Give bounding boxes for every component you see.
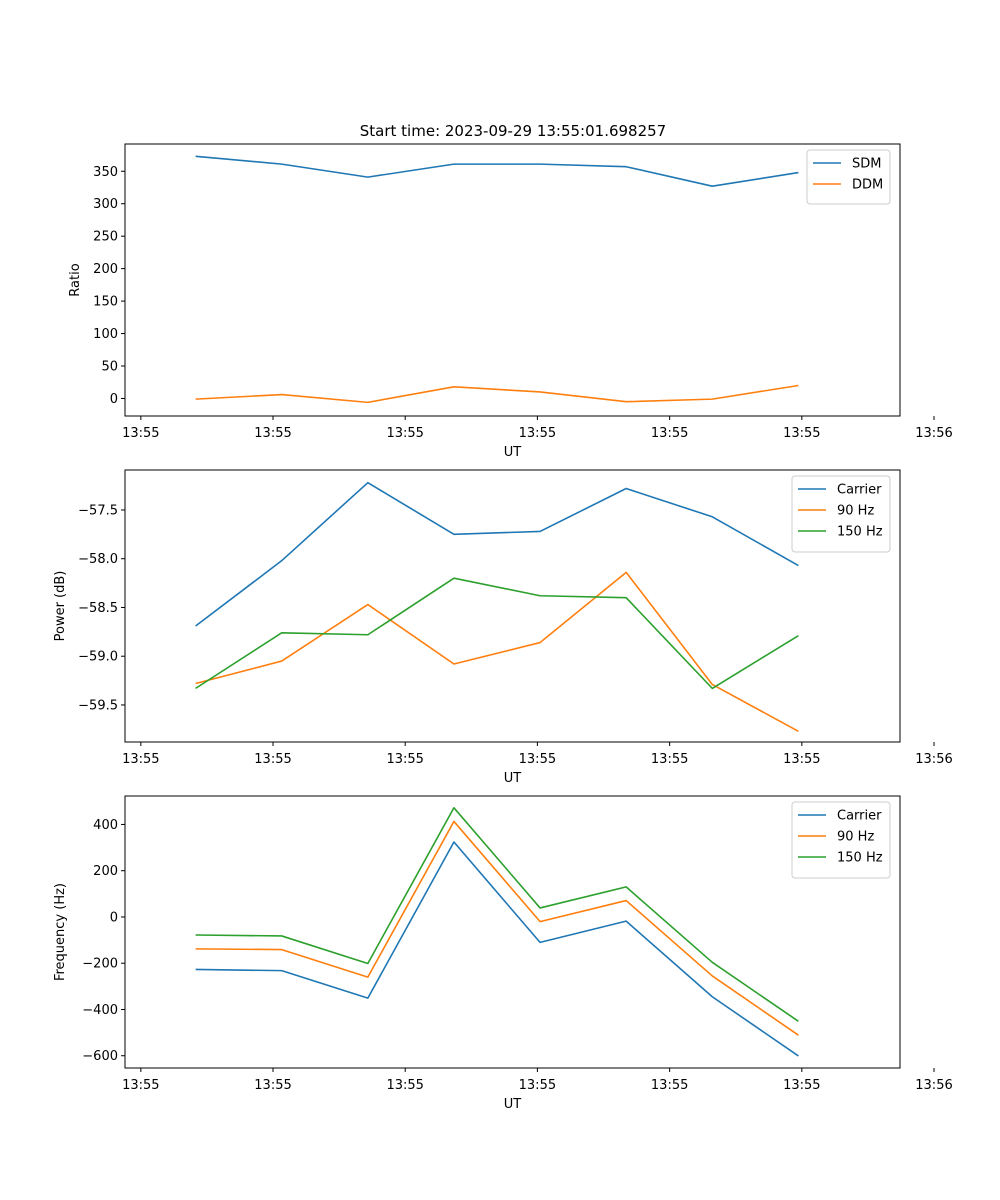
y-tick-label: 50	[101, 360, 118, 375]
x-tick-label: 13:55	[122, 1078, 159, 1093]
series-line-150-hz	[195, 577, 799, 690]
legend: Carrier 90 Hz 150 Hz	[791, 475, 891, 553]
y-axis-label: Ratio	[68, 263, 83, 296]
legend-entry: 150 Hz	[837, 525, 883, 540]
x-tick-label: 13:55	[386, 752, 423, 767]
y-tick-label: 0	[110, 910, 118, 925]
x-tick-label: 13:56	[915, 1078, 952, 1093]
legend: Carrier 90 Hz 150 Hz	[791, 801, 891, 879]
y-tick-label: 100	[93, 327, 118, 342]
axes-frame	[124, 143, 901, 417]
series-line-90-hz	[195, 820, 799, 1036]
series-line-carrier	[195, 841, 799, 1057]
y-tick-label: 250	[93, 230, 118, 245]
y-tick-label: 400	[93, 818, 118, 833]
x-tick-label: 13:55	[254, 1078, 291, 1093]
y-tick-label: 200	[93, 864, 118, 879]
legend-entry: SDM	[852, 157, 881, 172]
x-tick-label: 13:55	[519, 752, 556, 767]
legend-entry: 90 Hz	[837, 830, 874, 845]
legend: SDM DDM	[806, 149, 891, 205]
y-tick-label: 200	[93, 262, 118, 277]
x-tick-label: 13:55	[783, 1078, 820, 1093]
legend-entry: 150 Hz	[837, 851, 883, 866]
y-tick-label: −59.0	[78, 650, 118, 665]
y-tick-label: 350	[93, 165, 118, 180]
legend-entry: DDM	[852, 178, 883, 193]
x-tick-label: 13:55	[254, 426, 291, 441]
power-chart: −57.5 −58.0 −58.5 −59.0 −59.5 13:55 13:55 13:55…	[53, 469, 953, 786]
legend-entry: Carrier	[837, 809, 882, 824]
x-tick-label: 13:55	[386, 1078, 423, 1093]
legend-entry: 90 Hz	[837, 504, 874, 519]
axes-frame	[124, 469, 901, 743]
x-tick-label: 13:55	[783, 752, 820, 767]
series-line-90-hz	[195, 571, 799, 732]
x-axis-label: UT	[504, 771, 522, 786]
x-tick-label: 13:55	[254, 752, 291, 767]
y-tick-label: −59.5	[78, 698, 118, 713]
ratio-chart: 0 50 100 150 200 250 300 350 13:55 13:55 13:55 13:5…	[68, 143, 953, 460]
series-line-150-hz	[195, 806, 799, 1022]
x-tick-label: 13:56	[915, 426, 952, 441]
y-tick-label: −58.0	[78, 552, 118, 567]
x-tick-label: 13:55	[783, 426, 820, 441]
frequency-chart: 400 200 0 −200 −400 −600 13:55 13:55 13:55 13:55 1…	[53, 795, 953, 1112]
y-tick-label: −400	[82, 1003, 118, 1018]
legend-box	[791, 801, 891, 879]
x-tick-label: 13:55	[651, 752, 688, 767]
y-axis-label: Frequency (Hz)	[53, 883, 68, 981]
series-line-sdm	[195, 155, 799, 187]
series-line-ddm	[195, 384, 799, 404]
x-axis-label: UT	[504, 445, 522, 460]
legend-entry: Carrier	[837, 483, 882, 498]
x-tick-label: 13:55	[651, 1078, 688, 1093]
legend-box	[791, 475, 891, 553]
series-line-carrier	[195, 481, 799, 627]
axes-frame	[124, 795, 901, 1069]
y-tick-label: 0	[110, 392, 118, 407]
y-tick-label: −200	[82, 957, 118, 972]
x-axis-label: UT	[504, 1097, 522, 1112]
y-axis-label: Power (dB)	[53, 571, 68, 642]
x-tick-label: 13:55	[122, 752, 159, 767]
y-tick-label: 300	[93, 197, 118, 212]
y-tick-label: 150	[93, 295, 118, 310]
x-tick-label: 13:56	[915, 752, 952, 767]
x-tick-label: 13:55	[519, 426, 556, 441]
x-tick-label: 13:55	[519, 1078, 556, 1093]
x-tick-label: 13:55	[386, 426, 423, 441]
x-tick-label: 13:55	[651, 426, 688, 441]
x-tick-label: 13:55	[122, 426, 159, 441]
y-tick-label: −58.5	[78, 601, 118, 616]
y-tick-label: −600	[82, 1049, 118, 1064]
y-tick-label: −57.5	[78, 503, 118, 518]
figure-title: Start time: 2023-09-29 13:55:01.698257	[360, 122, 666, 140]
